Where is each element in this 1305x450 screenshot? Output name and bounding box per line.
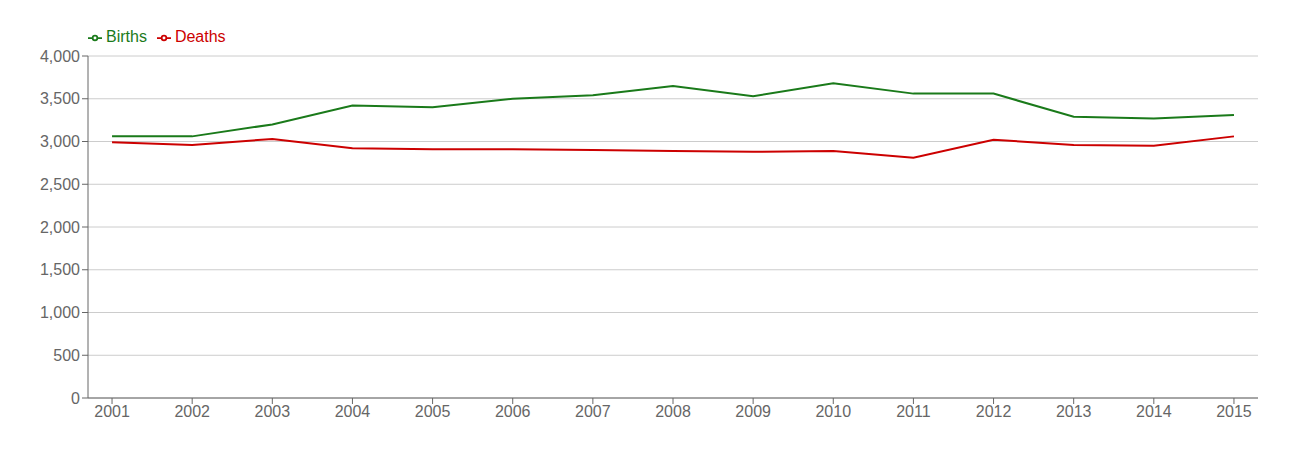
svg-text:2007: 2007	[575, 403, 611, 420]
svg-text:2009: 2009	[735, 403, 771, 420]
svg-text:2008: 2008	[655, 403, 691, 420]
svg-text:2015: 2015	[1216, 403, 1252, 420]
svg-text:3,500: 3,500	[40, 90, 80, 107]
svg-text:2004: 2004	[335, 403, 371, 420]
svg-text:500: 500	[53, 347, 80, 364]
svg-text:2006: 2006	[495, 403, 531, 420]
svg-text:2,500: 2,500	[40, 176, 80, 193]
svg-text:0: 0	[71, 390, 80, 407]
svg-text:2013: 2013	[1056, 403, 1092, 420]
svg-text:4,000: 4,000	[40, 48, 80, 65]
svg-text:2010: 2010	[815, 403, 851, 420]
svg-text:2014: 2014	[1136, 403, 1172, 420]
svg-text:2011: 2011	[896, 403, 931, 420]
svg-text:1,000: 1,000	[40, 304, 80, 321]
html-text:Births: Births	[106, 28, 147, 45]
svg-text:2012: 2012	[976, 403, 1012, 420]
svg-text:2002: 2002	[174, 403, 210, 420]
svg-text:1,500: 1,500	[40, 261, 80, 278]
html-text:Deaths: Deaths	[174, 28, 226, 45]
svg-text:3,000: 3,000	[40, 133, 80, 150]
svg-text:2005: 2005	[415, 403, 451, 420]
svg-text:2,000: 2,000	[40, 219, 80, 236]
svg-text:2003: 2003	[255, 403, 291, 420]
svg-text:2001: 2001	[94, 403, 130, 420]
